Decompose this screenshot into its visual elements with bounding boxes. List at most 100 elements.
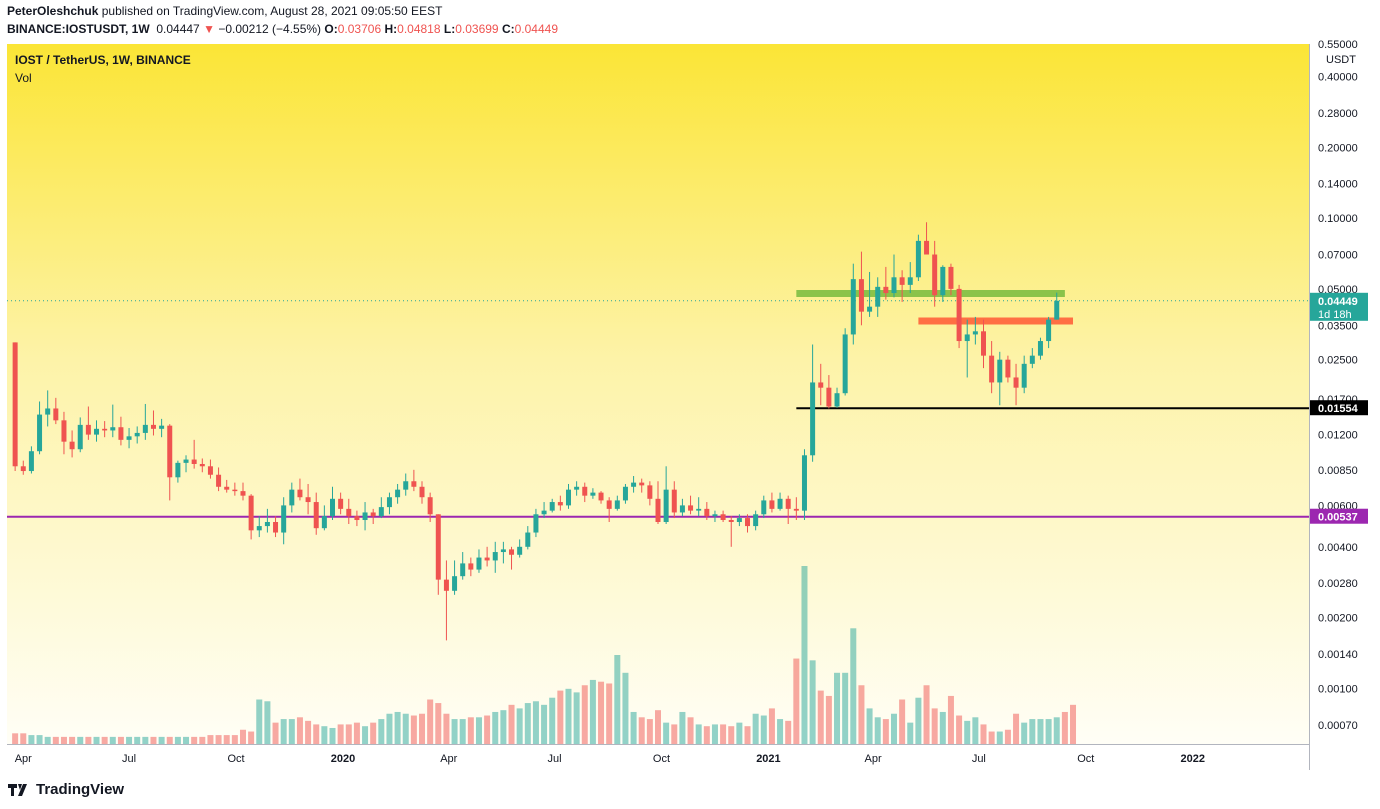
candle-body: [639, 482, 645, 486]
volume-bar: [231, 735, 238, 744]
volume-bar: [492, 711, 499, 744]
volume-bar: [988, 731, 995, 744]
candle-body: [1037, 341, 1043, 356]
volume-bar: [150, 736, 157, 744]
candle-body: [907, 277, 913, 285]
candle-body: [932, 254, 938, 296]
candle-body: [370, 512, 376, 517]
volume-bar: [720, 724, 727, 744]
volume-bar: [28, 735, 35, 744]
volume-bar: [484, 715, 491, 744]
price-label-bg: [1310, 400, 1368, 416]
open-value: 0.03706: [337, 22, 382, 36]
time-tick-label: Jul: [972, 753, 986, 765]
candle-body: [671, 489, 677, 513]
candle-body: [53, 408, 59, 421]
volume-bar: [516, 708, 523, 744]
candle-body: [12, 342, 18, 467]
price-change: −0.00212 (−4.55%): [218, 22, 322, 36]
candle-body: [761, 500, 767, 515]
volume-bar: [598, 681, 605, 744]
volume-bar: [443, 713, 450, 744]
candle-body: [1021, 363, 1027, 388]
volume-bar: [1004, 729, 1011, 744]
candle-body: [964, 334, 970, 342]
volume-bar: [345, 724, 352, 744]
publish-info: PeterOleshchuk published on TradingView.…: [7, 4, 442, 18]
symbol-label: BINANCE:IOSTUSDT, 1W: [7, 22, 150, 36]
candle-body: [167, 425, 173, 478]
open-label: O:: [324, 22, 338, 36]
volume-bar: [248, 731, 255, 744]
low-value: 0.03699: [455, 22, 499, 36]
time-tick-label: Oct: [227, 753, 244, 765]
candle-body: [785, 498, 791, 509]
volume-bar: [508, 704, 515, 744]
price-tick-label: 0.00600: [1318, 500, 1358, 512]
candle-body: [330, 498, 335, 517]
countdown-label: 1d 18h: [1318, 309, 1352, 321]
candle-body: [582, 486, 588, 496]
volume-bar: [825, 695, 832, 744]
candle-body: [69, 441, 75, 450]
volume-bar: [329, 727, 336, 744]
volume-bar: [117, 736, 124, 744]
candle-body: [1054, 300, 1060, 320]
volume-bar: [744, 726, 751, 744]
publisher-name[interactable]: PeterOleshchuk: [7, 4, 99, 18]
candle-body: [826, 387, 832, 407]
volume-bar: [36, 735, 43, 744]
candle-body: [883, 286, 889, 294]
tradingview-logo[interactable]: TradingView: [8, 781, 124, 798]
volume-bar: [573, 692, 580, 744]
price-tick-label: 0.00200: [1318, 613, 1358, 625]
candle-body: [443, 579, 449, 591]
candle-body: [45, 408, 51, 415]
volume-bar: [728, 726, 735, 744]
volume-label: Vol: [15, 71, 32, 85]
candle-body: [386, 497, 392, 508]
volume-bar: [947, 695, 954, 744]
candle-body: [614, 500, 620, 509]
volume-bars: [12, 566, 1077, 744]
close-label: C:: [501, 22, 515, 36]
volume-bar: [793, 658, 800, 744]
candle-body: [769, 500, 775, 509]
candle-body: [411, 481, 417, 487]
time-scale[interactable]: Apr Jul Oct 2020 Apr Jul Oct 2021 Apr Jul Oct 2022: [15, 753, 1205, 765]
price-label-text: 0.04449: [1318, 296, 1358, 308]
volume-bar: [622, 672, 629, 744]
candle-body: [484, 557, 490, 561]
price-tick-label: 0.01200: [1318, 430, 1358, 442]
volume-bar: [467, 717, 474, 744]
volume-bar: [256, 699, 263, 744]
volume-bar: [931, 708, 938, 744]
volume-bar: [671, 724, 678, 744]
candle-body: [720, 514, 726, 521]
candle-body: [679, 505, 685, 513]
volume-bar: [956, 715, 963, 744]
candle-body: [476, 557, 482, 570]
candle-body: [1029, 355, 1035, 364]
candle-body: [199, 463, 205, 467]
volume-bar: [581, 685, 588, 744]
volume-bar: [655, 710, 661, 744]
volume-bar: [1045, 719, 1052, 744]
candle-body: [362, 512, 368, 521]
volume-bar: [1021, 722, 1028, 744]
volume-bar: [630, 711, 637, 744]
time-tick-label: Jul: [122, 753, 136, 765]
candle-body: [191, 459, 197, 464]
candle-body: [801, 455, 807, 511]
volume-bar: [272, 722, 279, 744]
high-label: H:: [384, 22, 398, 36]
candle-body: [1046, 319, 1052, 342]
candle-body: [736, 518, 742, 522]
candle-body: [435, 514, 441, 580]
candle-body: [321, 516, 327, 529]
candle-body: [460, 563, 466, 577]
volume-bar: [646, 719, 653, 744]
volume-bar: [158, 736, 165, 744]
price-scale[interactable]: 0.55000 0.40000 0.28000 0.20000 0.14000 0.100…: [1318, 39, 1358, 732]
